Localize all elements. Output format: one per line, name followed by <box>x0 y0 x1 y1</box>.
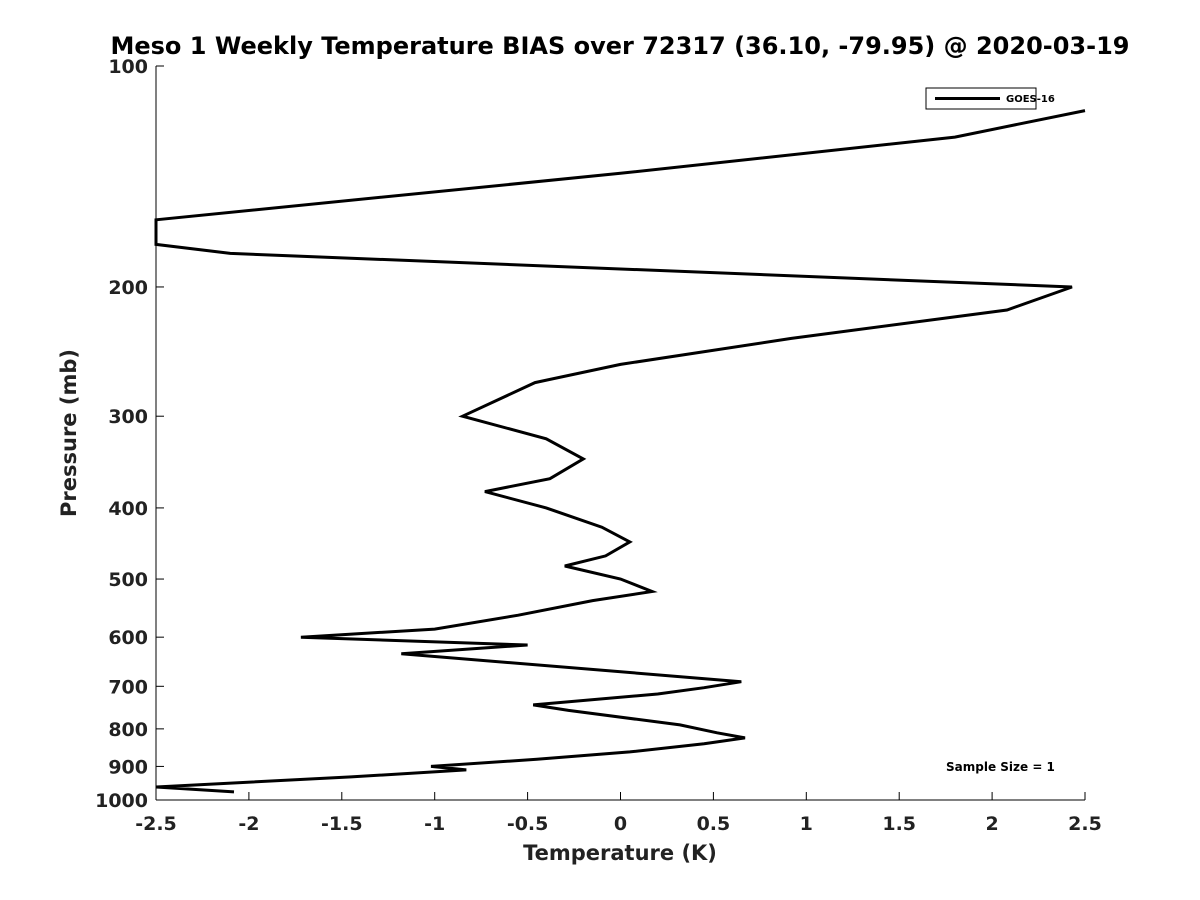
x-tick-label: 1 <box>800 813 813 835</box>
legend: GOES-16 <box>925 87 1055 110</box>
y-tick-label: 300 <box>108 406 148 428</box>
y-tick-label: 1000 <box>95 790 148 812</box>
y-tick-label: 200 <box>108 277 148 299</box>
x-tick-label: -1 <box>424 813 445 835</box>
x-tick-label: -2 <box>238 813 259 835</box>
y-tick-label: 900 <box>108 756 148 778</box>
y-tick-label: 100 <box>108 56 148 78</box>
y-tick-label: 800 <box>108 719 148 741</box>
x-tick-label: 0 <box>614 813 627 835</box>
axes: -2.5 -2 -1.5 -1 -0.5 0 0.5 1 1.5 2 2.5 100 200 300 400… <box>95 56 1102 835</box>
series-layer <box>154 109 1086 794</box>
x-tick-label: 1.5 <box>882 813 916 835</box>
series-line-goes-16 <box>154 109 1086 794</box>
y-tick-label: 600 <box>108 627 148 649</box>
x-tick-label: 2 <box>985 813 998 835</box>
x-axis-label: Temperature (K) <box>523 841 717 865</box>
y-tick-label: 400 <box>108 498 148 520</box>
x-tick-label: 0.5 <box>697 813 731 835</box>
x-tick-label: -1.5 <box>321 813 363 835</box>
x-tick-label: -0.5 <box>507 813 549 835</box>
y-axis-label: Pressure (mb) <box>57 349 81 517</box>
chart-title: Meso 1 Weekly Temperature BIAS over 7231… <box>110 32 1129 60</box>
y-tick-label: 700 <box>108 676 148 698</box>
y-tick-label: 500 <box>108 569 148 591</box>
legend-label-goes-16: GOES-16 <box>1006 94 1055 105</box>
x-tick-label: 2.5 <box>1068 813 1102 835</box>
x-tick-label: -2.5 <box>135 813 177 835</box>
sample-size-annotation: Sample Size = 1 <box>946 760 1055 774</box>
